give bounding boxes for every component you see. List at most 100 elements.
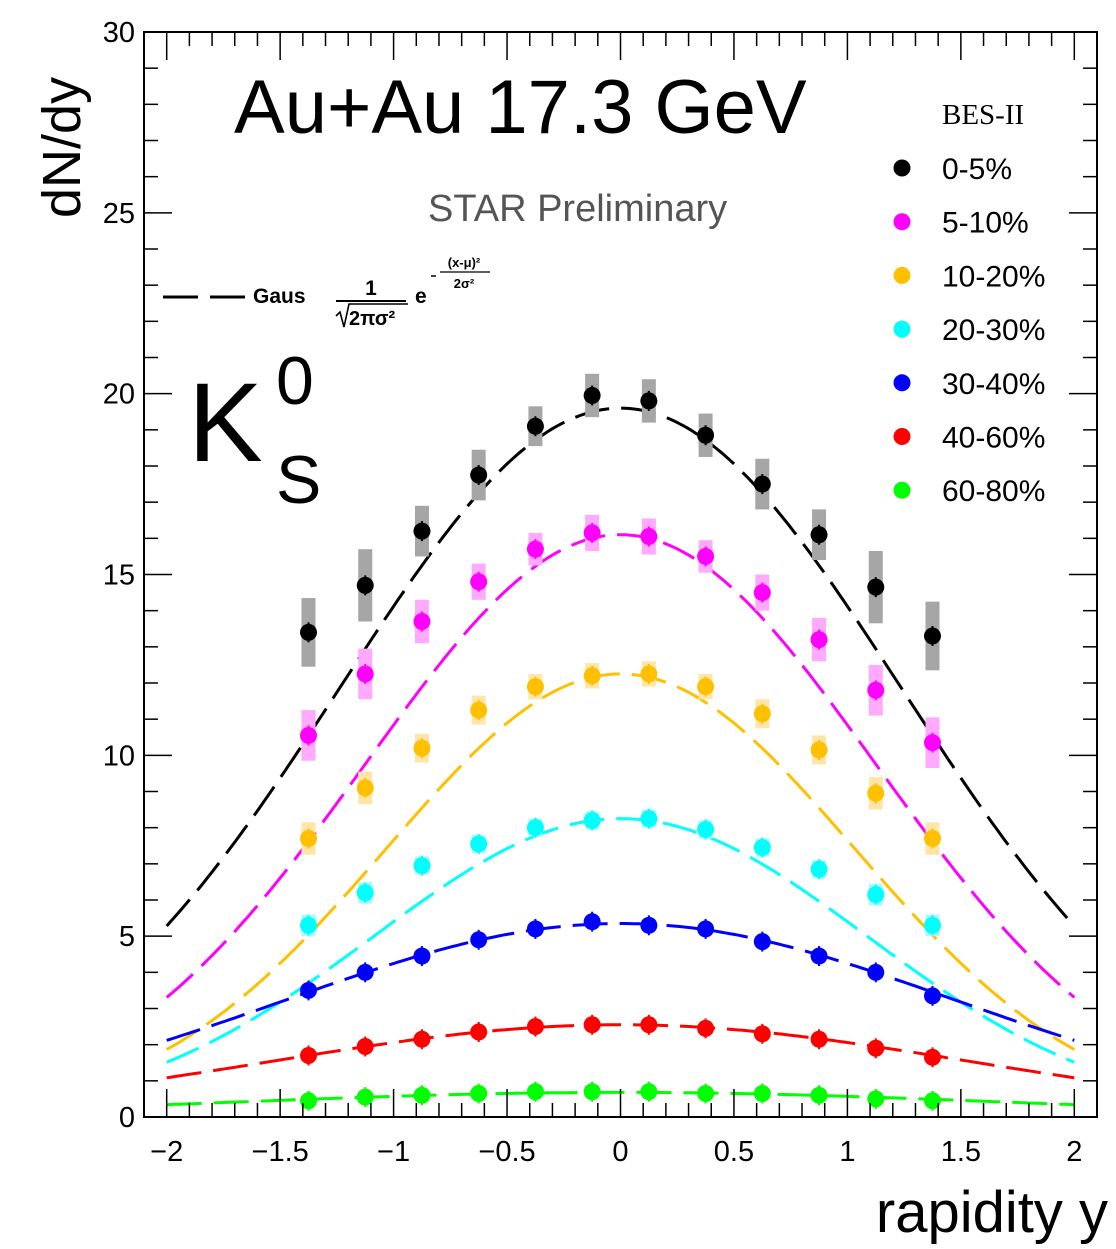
- data-point: [356, 884, 374, 902]
- data-point: [356, 1088, 374, 1106]
- data-point: [413, 1030, 431, 1048]
- sqrt-sign: [335, 303, 408, 328]
- data-point: [753, 1025, 771, 1043]
- data-point: [867, 1039, 885, 1057]
- data-point: [583, 811, 601, 829]
- data-point: [810, 631, 828, 649]
- data-point: [526, 819, 544, 837]
- data-point: [753, 933, 771, 951]
- data-point: [923, 1092, 941, 1110]
- y-tick-label: 25: [103, 198, 135, 230]
- fit-curve-1: [165, 533, 1076, 999]
- fit-curve-5: [166, 1023, 1075, 1080]
- data-point: [583, 913, 601, 931]
- data-point: [810, 526, 828, 544]
- data-point: [470, 466, 488, 484]
- data-point: [413, 947, 431, 965]
- data-point: [640, 1083, 658, 1101]
- data-point: [300, 1092, 318, 1110]
- data-point: [810, 860, 828, 878]
- legend-label: 0-5%: [942, 153, 1012, 186]
- data-point: [300, 830, 318, 848]
- data-point: [413, 522, 431, 540]
- y-tick-label: 20: [103, 379, 135, 411]
- y-tick-label: 0: [119, 1102, 135, 1134]
- data-point: [300, 1047, 318, 1065]
- legend-marker: [893, 320, 911, 338]
- fit-legend: Gaus 1 2πσ² e (x-μ)² 2σ²: [163, 255, 490, 330]
- chart-title: Au+Au 17.3 GeV: [234, 65, 807, 150]
- data-point: [640, 528, 658, 546]
- data-point: [923, 987, 941, 1005]
- data-point: [470, 1084, 488, 1102]
- data-point: [697, 1019, 715, 1037]
- data-point: [526, 1083, 544, 1101]
- fit-legend-label: Gaus: [253, 285, 306, 308]
- legend-label: 10-20%: [942, 260, 1045, 293]
- x-tick-label: −2: [150, 1136, 183, 1168]
- data-point: [867, 1090, 885, 1108]
- legend-marker: [893, 213, 911, 231]
- data-point: [867, 886, 885, 904]
- data-point: [640, 810, 658, 828]
- data-point: [300, 916, 318, 934]
- x-tick-label: −1: [377, 1136, 410, 1168]
- data-point: [583, 1016, 601, 1034]
- legend-label: 20-30%: [942, 314, 1045, 347]
- data-point: [640, 1016, 658, 1034]
- data-point: [697, 1084, 715, 1102]
- data-point: [526, 417, 544, 435]
- data-point: [753, 705, 771, 723]
- y-tick-label: 15: [103, 560, 135, 592]
- data-point: [753, 475, 771, 493]
- x-axis-label: rapidity y: [876, 1180, 1108, 1245]
- particle-label: K: [188, 360, 263, 485]
- data-point: [640, 665, 658, 683]
- data-point: [640, 392, 658, 410]
- x-tick-label: −1.5: [252, 1136, 309, 1168]
- data-point: [697, 820, 715, 838]
- data-point: [697, 547, 715, 565]
- particle-superscript: 0: [276, 343, 314, 419]
- data-point: [413, 1086, 431, 1104]
- data-point: [753, 1084, 771, 1102]
- x-tick-label: 0.5: [714, 1136, 754, 1168]
- data-point: [413, 857, 431, 875]
- particle-subscript: S: [276, 442, 321, 518]
- y-axis-label: dN/dy: [32, 77, 92, 218]
- legend-label: 30-40%: [942, 368, 1045, 401]
- data-point: [470, 931, 488, 949]
- legend-label: 5-10%: [942, 207, 1029, 240]
- fit-curve-4: [166, 922, 1075, 1042]
- data-point: [583, 386, 601, 404]
- data-point: [697, 426, 715, 444]
- fit-curve-0: [165, 406, 1076, 927]
- data-points: [300, 385, 941, 1111]
- data-point: [923, 916, 941, 934]
- data-point: [356, 963, 374, 981]
- axis-ticks: [144, 31, 1097, 1118]
- data-point: [526, 540, 544, 558]
- data-point: [923, 1048, 941, 1066]
- legend-marker: [893, 374, 911, 392]
- y-tick-label: 30: [103, 17, 135, 49]
- data-point: [697, 678, 715, 696]
- data-point: [810, 1086, 828, 1104]
- data-point: [470, 835, 488, 853]
- x-tick-label: 1: [839, 1136, 855, 1168]
- data-point: [470, 573, 488, 591]
- legend-marker: [893, 159, 911, 177]
- data-point: [867, 963, 885, 981]
- data-point: [526, 1018, 544, 1036]
- data-point: [923, 627, 941, 645]
- data-point: [640, 916, 658, 934]
- data-point: [356, 665, 374, 683]
- data-point: [526, 678, 544, 696]
- legend-marker: [893, 481, 911, 499]
- fit-formula-exp-denominator: 2σ²: [454, 276, 475, 291]
- x-tick-label: 1.5: [941, 1136, 981, 1168]
- fit-curve-2: [165, 672, 1076, 1051]
- legend-label: 40-60%: [942, 422, 1045, 455]
